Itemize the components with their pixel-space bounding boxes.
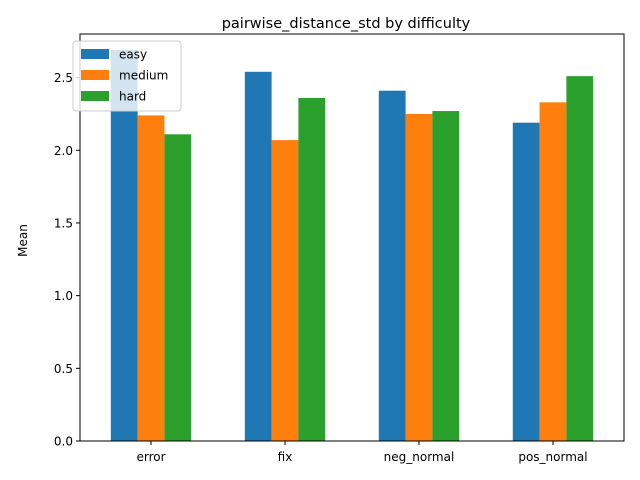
- legend-swatch-easy: [81, 49, 109, 59]
- bar-medium-neg_normal: [405, 113, 433, 441]
- bar-easy-error: [110, 49, 138, 442]
- x-tick-label: error: [136, 450, 165, 464]
- x-tick-label: neg_normal: [384, 450, 455, 464]
- y-tick-label: 1.5: [54, 216, 73, 230]
- bar-easy-pos_normal: [512, 122, 540, 442]
- bar-easy-fix: [244, 71, 272, 441]
- bar-medium-pos_normal: [539, 102, 567, 441]
- bar-easy-neg_normal: [378, 90, 406, 441]
- legend-label-easy: easy: [119, 48, 147, 62]
- chart-title: pairwise_distance_std by difficulty: [222, 16, 471, 32]
- legend-label-hard: hard: [119, 90, 146, 104]
- x-tick-label: fix: [278, 450, 293, 464]
- x-tick-label: pos_normal: [518, 450, 587, 464]
- bar-medium-error: [137, 115, 165, 442]
- plot-frame: [79, 33, 625, 442]
- legend-swatch-medium: [81, 70, 109, 80]
- y-tick-label: 0.0: [54, 435, 73, 449]
- bar-hard-pos_normal: [566, 76, 594, 442]
- bar-hard-fix: [298, 97, 326, 442]
- y-ticks: 0.0 0.5 1.0 1.5 2.0 2.5: [54, 71, 80, 449]
- legend-swatch-hard: [81, 91, 109, 101]
- x-ticks: error fix neg_normal pos_normal: [136, 441, 588, 464]
- y-tick-label: 1.0: [54, 289, 73, 303]
- bars-group: [110, 49, 594, 442]
- y-axis-label: Mean: [16, 224, 30, 257]
- y-tick-label: 0.5: [54, 362, 73, 376]
- y-tick-label: 2.5: [54, 71, 73, 85]
- bar-hard-error: [164, 134, 192, 442]
- legend: easy medium hard: [72, 40, 182, 112]
- legend-label-medium: medium: [119, 69, 168, 83]
- y-tick-label: 2.0: [54, 144, 73, 158]
- bar-hard-neg_normal: [432, 111, 460, 441]
- bar-medium-fix: [271, 140, 299, 442]
